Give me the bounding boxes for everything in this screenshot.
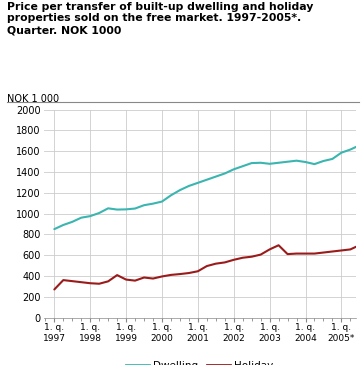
Text: NOK 1 000: NOK 1 000 bbox=[7, 94, 60, 104]
Text: Price per transfer of built-up dwelling and holiday
properties sold on the free : Price per transfer of built-up dwelling … bbox=[7, 2, 314, 35]
Legend: Dwelling, Holiday: Dwelling, Holiday bbox=[126, 361, 273, 365]
